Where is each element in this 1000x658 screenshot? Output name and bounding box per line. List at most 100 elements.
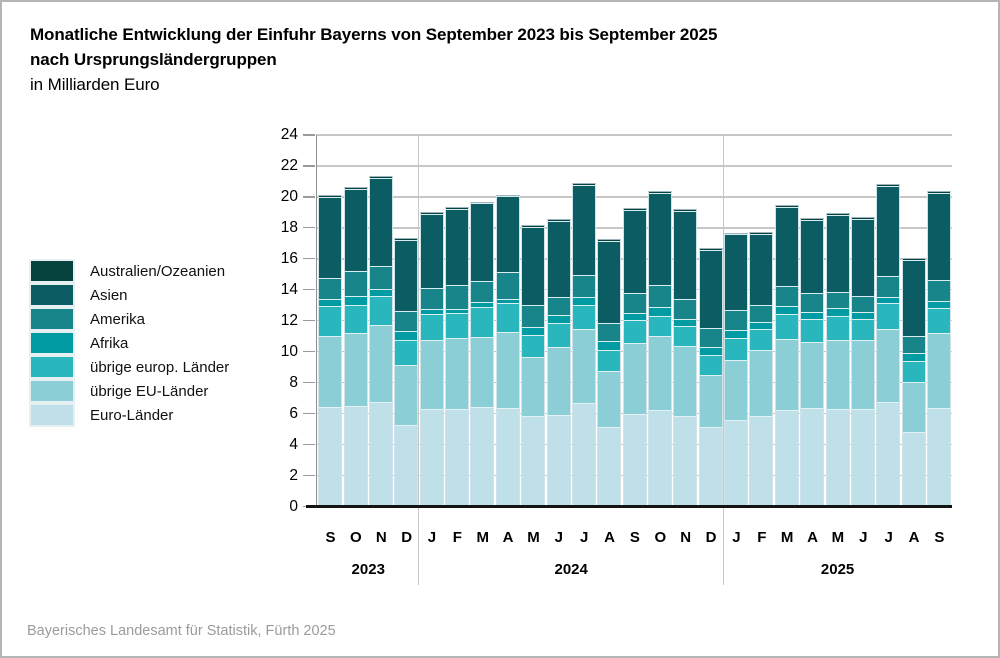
segment-amerika bbox=[801, 293, 824, 312]
segment-euro-laender bbox=[496, 407, 519, 506]
month-label-24: A bbox=[908, 529, 920, 546]
segment-amerika bbox=[851, 296, 874, 313]
year-separator bbox=[418, 135, 420, 585]
segment-uebrige-eu-laender bbox=[344, 332, 367, 407]
segment-euro-laender bbox=[522, 416, 545, 506]
segment-uebrige-europ-laender bbox=[699, 354, 722, 376]
bar-6-f bbox=[445, 206, 470, 507]
bar-18-f bbox=[749, 231, 774, 507]
segment-asien bbox=[623, 209, 646, 294]
segment-asien bbox=[446, 208, 469, 285]
month-label-22: J bbox=[859, 529, 868, 546]
y-axis-label-4: 4 bbox=[289, 435, 298, 453]
segment-uebrige-eu-laender bbox=[496, 331, 519, 408]
segment-uebrige-europ-laender bbox=[319, 306, 342, 336]
legend-label: Amerika bbox=[90, 310, 146, 328]
month-label-4: D bbox=[401, 529, 413, 546]
segment-afrika bbox=[319, 299, 342, 307]
segment-afrika bbox=[496, 298, 519, 304]
segment-afrika bbox=[420, 308, 443, 314]
segment-amerika bbox=[471, 280, 494, 303]
legend-swatch-amerika bbox=[29, 307, 75, 331]
segment-asien bbox=[699, 249, 722, 328]
legend-item-asien: Asien bbox=[29, 283, 229, 307]
segment-amerika bbox=[369, 266, 392, 290]
segment-uebrige-europ-laender bbox=[598, 349, 621, 372]
y-axis-label-0: 0 bbox=[289, 497, 298, 515]
segment-uebrige-europ-laender bbox=[750, 328, 773, 350]
y-axis-label-22: 22 bbox=[280, 156, 298, 174]
segment-asien bbox=[496, 196, 519, 273]
segment-afrika bbox=[471, 302, 494, 307]
y-tick-14 bbox=[303, 289, 315, 291]
segment-uebrige-eu-laender bbox=[826, 339, 849, 410]
segment-euro-laender bbox=[928, 407, 951, 506]
segment-asien bbox=[826, 214, 849, 292]
segment-afrika bbox=[522, 327, 545, 335]
bar-11-j bbox=[571, 182, 596, 507]
segment-asien bbox=[598, 241, 621, 324]
segment-uebrige-eu-laender bbox=[775, 338, 798, 410]
segment-euro-laender bbox=[395, 425, 418, 506]
segment-euro-laender bbox=[344, 406, 367, 506]
segment-euro-laender bbox=[471, 406, 494, 506]
chart-title-line1: Monatliche Entwicklung der Einfuhr Bayer… bbox=[30, 25, 718, 44]
segment-australien-ozeanien bbox=[496, 195, 519, 197]
legend-label: Australien/Ozeanien bbox=[90, 262, 226, 280]
bar-24-a bbox=[901, 258, 926, 507]
segment-amerika bbox=[674, 298, 697, 319]
month-label-8: A bbox=[502, 529, 514, 546]
legend-item-euro-laender: Euro-Länder bbox=[29, 403, 229, 427]
segment-afrika bbox=[674, 318, 697, 326]
legend-item-uebrige-europ-laender: übrige europ. Länder bbox=[29, 355, 229, 379]
segment-amerika bbox=[598, 323, 621, 342]
segment-uebrige-eu-laender bbox=[319, 335, 342, 407]
segment-asien bbox=[547, 221, 570, 297]
segment-uebrige-eu-laender bbox=[674, 345, 697, 417]
y-axis-label-14: 14 bbox=[280, 280, 298, 298]
segment-afrika bbox=[369, 289, 392, 297]
segment-euro-laender bbox=[725, 420, 748, 506]
segment-euro-laender bbox=[902, 431, 925, 506]
segment-afrika bbox=[826, 307, 849, 317]
y-axis-label-2: 2 bbox=[289, 466, 298, 484]
segment-euro-laender bbox=[319, 406, 342, 506]
segment-afrika bbox=[547, 314, 570, 324]
segment-uebrige-eu-laender bbox=[420, 339, 443, 410]
y-axis-line bbox=[316, 135, 317, 507]
segment-amerika bbox=[649, 285, 671, 307]
segment-uebrige-europ-laender bbox=[344, 304, 367, 333]
y-tick-8 bbox=[303, 382, 315, 384]
segment-australien-ozeanien bbox=[547, 220, 570, 222]
legend-swatch-afrika bbox=[29, 331, 75, 355]
segment-australien-ozeanien bbox=[522, 225, 545, 227]
segment-australien-ozeanien bbox=[623, 208, 646, 210]
segment-uebrige-europ-laender bbox=[674, 325, 697, 346]
gridline-20 bbox=[316, 196, 952, 198]
gridline-24 bbox=[316, 134, 952, 136]
segment-euro-laender bbox=[674, 416, 697, 506]
segment-asien bbox=[649, 193, 671, 286]
segment-australien-ozeanien bbox=[649, 192, 671, 194]
y-tick-16 bbox=[303, 258, 315, 260]
segment-euro-laender bbox=[623, 413, 646, 506]
segment-afrika bbox=[649, 307, 671, 316]
chart-title-line2: nach Ursprungsländergruppen bbox=[30, 50, 277, 69]
segment-uebrige-eu-laender bbox=[928, 332, 951, 408]
y-axis-label-8: 8 bbox=[289, 373, 298, 391]
segment-uebrige-eu-laender bbox=[623, 343, 646, 414]
segment-asien bbox=[801, 219, 824, 294]
month-label-9: M bbox=[527, 529, 540, 546]
segment-asien bbox=[369, 177, 392, 266]
segment-euro-laender bbox=[420, 409, 443, 506]
segment-asien bbox=[395, 239, 418, 311]
bar-22-j bbox=[850, 217, 875, 507]
segment-uebrige-eu-laender bbox=[699, 375, 722, 427]
segment-amerika bbox=[902, 336, 925, 354]
month-label-14: O bbox=[654, 529, 667, 546]
legend-item-australien-ozeanien: Australien/Ozeanien bbox=[29, 259, 229, 283]
segment-uebrige-eu-laender bbox=[649, 336, 671, 410]
segment-amerika bbox=[420, 288, 443, 309]
segment-amerika bbox=[572, 275, 595, 297]
month-label-19: M bbox=[780, 529, 794, 546]
